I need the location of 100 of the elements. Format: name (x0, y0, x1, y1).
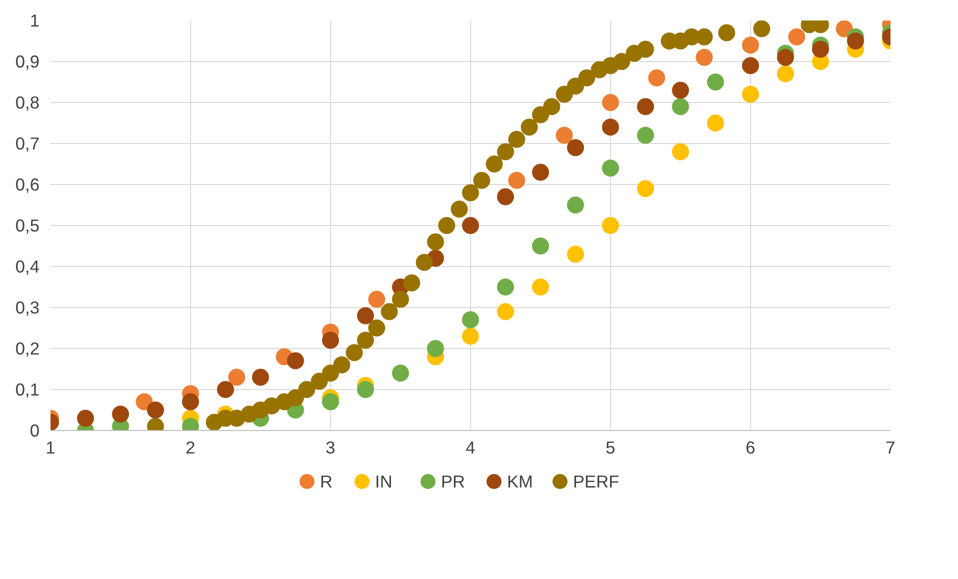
point (462, 328, 479, 345)
point (742, 86, 759, 103)
legend-label: R (320, 472, 333, 492)
point (672, 98, 689, 116)
y-tick-label: 0,7 (15, 134, 40, 154)
point (707, 74, 724, 90)
point (543, 98, 560, 116)
x-tick-label: 2 (186, 438, 196, 458)
y-tick-label: 0,2 (15, 338, 40, 358)
point (462, 311, 479, 328)
y-tick-label: 0,3 (15, 298, 40, 318)
point (462, 217, 479, 234)
point (228, 368, 246, 386)
point (520, 118, 538, 136)
point (497, 303, 514, 320)
point (777, 48, 794, 66)
point (112, 406, 129, 423)
point (182, 393, 199, 410)
point (696, 48, 713, 66)
point (532, 106, 549, 124)
x-tick-label: 4 (466, 438, 476, 458)
legend-label: IN (375, 472, 392, 492)
point (486, 156, 503, 172)
point (532, 278, 549, 296)
point (136, 393, 153, 410)
point (497, 188, 514, 206)
point (753, 20, 770, 38)
point (847, 32, 864, 50)
point (497, 278, 514, 296)
y-tick-label: 0,1 (15, 380, 40, 400)
point (147, 402, 164, 418)
point (637, 40, 654, 58)
point (427, 340, 444, 357)
point (777, 65, 794, 82)
x-tick-label: 6 (746, 438, 756, 458)
point (602, 160, 619, 177)
point (357, 381, 374, 398)
point (392, 290, 409, 308)
point (637, 98, 654, 116)
point (346, 344, 363, 362)
legend-label: PERF (573, 472, 620, 492)
point (287, 389, 304, 406)
point (613, 53, 630, 70)
y-tick-label: 0,6 (15, 174, 40, 194)
point (602, 217, 619, 234)
point (788, 28, 806, 46)
x-tick-label: 1 (46, 438, 56, 458)
point (322, 393, 339, 410)
point (672, 82, 689, 99)
point (77, 410, 94, 427)
point (532, 164, 549, 181)
point (416, 254, 433, 271)
point (252, 368, 269, 386)
point (637, 180, 654, 198)
point (567, 196, 584, 214)
point (556, 86, 573, 103)
point (637, 126, 654, 144)
point (298, 381, 316, 398)
point (707, 114, 724, 132)
point (287, 352, 304, 370)
y-tick-label: 0,4 (15, 256, 40, 276)
point (392, 364, 409, 382)
point (602, 118, 619, 136)
y-tick-label: 0 (30, 420, 40, 440)
point (508, 130, 526, 148)
y-tick-label: 0,5 (15, 216, 40, 236)
point (322, 364, 339, 382)
point (462, 184, 479, 202)
point (742, 36, 759, 54)
legend-label: KM (507, 472, 533, 492)
point (322, 332, 339, 349)
point (556, 126, 573, 144)
point (473, 172, 490, 189)
y-tick-label: 0,9 (15, 52, 40, 72)
point (368, 290, 386, 308)
point (310, 372, 328, 390)
point (532, 238, 549, 254)
point (718, 24, 736, 42)
x-tick-label: 5 (606, 438, 616, 458)
point (450, 200, 468, 218)
legend-label: PR (441, 472, 466, 492)
point (836, 20, 853, 38)
point (742, 57, 759, 74)
point (357, 332, 374, 349)
point (438, 217, 456, 234)
point (648, 69, 666, 86)
x-tick-label: 7 (886, 438, 896, 458)
y-tick-label: 1 (30, 10, 40, 30)
point (368, 320, 386, 336)
x-tick-label: 3 (326, 438, 336, 458)
point (578, 69, 596, 86)
point (602, 94, 619, 111)
point (217, 381, 234, 398)
point (567, 78, 584, 95)
point (333, 356, 350, 374)
point (427, 233, 444, 250)
point (567, 246, 584, 263)
y-tick-label: 0,8 (15, 92, 40, 112)
point (567, 139, 584, 156)
point (380, 303, 398, 320)
